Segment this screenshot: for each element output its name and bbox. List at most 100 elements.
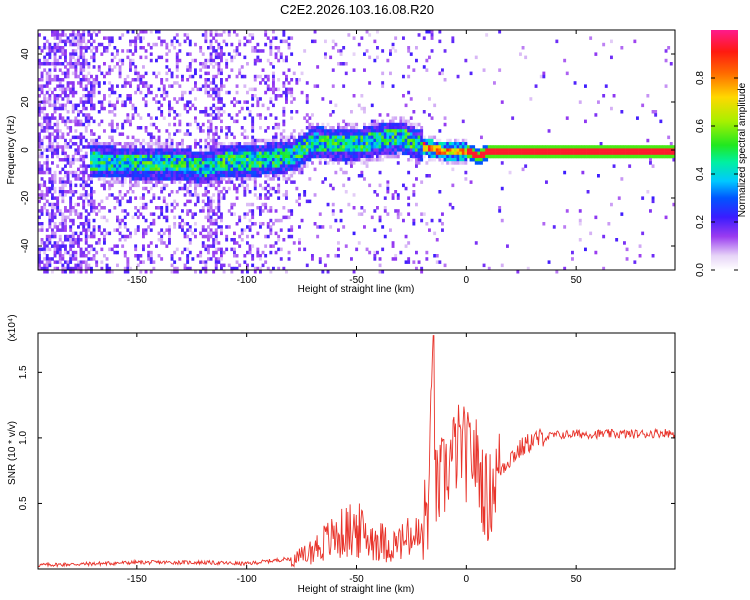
spectrogram-cell [420, 151, 424, 156]
spectrogram-cell [282, 122, 286, 127]
spectrogram-cell [350, 138, 353, 143]
spectrogram-cell [121, 58, 125, 63]
spectrogram-cell [214, 154, 218, 159]
spectrogram-cell [279, 142, 283, 146]
spectrogram-cell [108, 183, 112, 188]
spectrogram-cell [355, 151, 359, 156]
spectrogram-cell [292, 241, 296, 245]
spectrogram-cell [324, 161, 327, 165]
spectrogram-cell [578, 218, 582, 223]
spectrogram-cell [456, 148, 460, 152]
spectrogram-cell [69, 254, 73, 258]
spectrogram-cell [204, 151, 208, 156]
spectrogram-cell [261, 222, 265, 226]
spectrogram-cell [220, 164, 223, 168]
spectrogram-cell [415, 161, 418, 165]
spectrogram-cell [282, 110, 286, 114]
spectrogram-cell [103, 46, 106, 50]
spectrogram-cell [342, 183, 346, 188]
spectrogram-cell [183, 154, 187, 159]
spectrogram-cell [123, 151, 127, 156]
spectrogram-cell [77, 103, 80, 108]
spectrogram-cell [376, 55, 379, 60]
spectrogram-cell [92, 145, 96, 149]
spectrogram-cell [407, 74, 411, 79]
spectrogram-cell [422, 135, 426, 140]
spectrogram-cell [342, 225, 346, 229]
spectrogram-cell [246, 62, 249, 66]
spectrogram-cell [155, 177, 158, 181]
spectrogram-cell [311, 257, 314, 261]
spectrogram-cell [61, 244, 65, 248]
spectrogram-cell [381, 132, 385, 136]
spectrogram-cell [139, 161, 143, 165]
spectrogram-cell [274, 132, 278, 136]
spectrogram-cell [209, 46, 213, 50]
spectrogram-cell [422, 65, 426, 69]
spectrogram-cell [56, 228, 60, 232]
spectrogram-cell [61, 177, 65, 181]
spectrogram-cell [204, 270, 208, 274]
spectrogram-cell [58, 103, 62, 108]
spectrogram-cell [157, 135, 161, 140]
spectrogram-cell [360, 170, 364, 175]
spectrogram-cell [277, 167, 281, 172]
spectrogram-cell [339, 49, 343, 53]
spectrogram-cell [175, 270, 179, 274]
spectrogram-cell [399, 119, 403, 124]
spectrogram-cell [45, 78, 49, 82]
spectrogram-cell [217, 33, 221, 37]
spectrogram-cell [610, 148, 613, 152]
spectrogram-cell [188, 238, 192, 242]
spectrogram-cell [77, 263, 80, 268]
spectrogram-cell [344, 154, 348, 159]
spectrogram-cell [82, 33, 86, 37]
spectrogram-cell [292, 167, 296, 172]
spectrogram-cell [555, 148, 559, 152]
spectrogram-cell [422, 148, 426, 152]
spectrogram-cell [118, 154, 122, 159]
spectrogram-cell [160, 209, 164, 213]
spectrogram-cell [269, 193, 273, 197]
spectrogram-cell [69, 126, 73, 130]
spectrogram-cell [53, 231, 57, 236]
spectrogram-cell [48, 202, 52, 207]
spectrogram-cell [95, 158, 99, 162]
spectrogram-cell [251, 170, 255, 175]
spectrogram-cell [238, 142, 242, 146]
spectrogram-cell [155, 206, 158, 210]
spectrogram-cell [303, 154, 307, 159]
spectrogram-cell [638, 154, 642, 159]
spectrogram-cell [77, 39, 80, 44]
snr-series-line [37, 335, 676, 568]
spectrogram-cell [116, 263, 119, 268]
spectrogram-cell [79, 122, 83, 127]
spectrogram-cell [469, 148, 473, 152]
spectrogram-cell [654, 148, 658, 152]
spectrogram-cell [350, 135, 353, 140]
spectrogram-cell [79, 46, 83, 50]
spectrogram-cell [51, 174, 54, 178]
spectrogram-cell [149, 257, 153, 261]
spectrogram-cell [568, 148, 572, 152]
spectrogram-cell [103, 254, 106, 258]
spectrogram-cell [152, 158, 156, 162]
spectrogram-cell [45, 186, 49, 191]
spectrogram-cell [92, 30, 96, 34]
spectrogram-cell [53, 74, 57, 79]
spectrogram-cell [209, 231, 213, 236]
spectrogram-cell [116, 170, 119, 175]
spectrogram-cell [165, 177, 169, 181]
spectrogram-cell [110, 164, 114, 168]
spectrogram-cell [129, 158, 132, 162]
spectrogram-cell [170, 177, 174, 181]
spectrogram-cell [469, 158, 473, 162]
spectrogram-cell [162, 84, 166, 88]
spectrogram-cell [131, 142, 135, 146]
spectrogram-cell [74, 119, 78, 124]
spectrogram-cell [178, 222, 182, 226]
spectrogram-cell [503, 151, 507, 156]
spectrogram-cell [136, 126, 140, 130]
spectrogram-cell [183, 193, 187, 197]
spectrogram-cell [147, 154, 151, 159]
